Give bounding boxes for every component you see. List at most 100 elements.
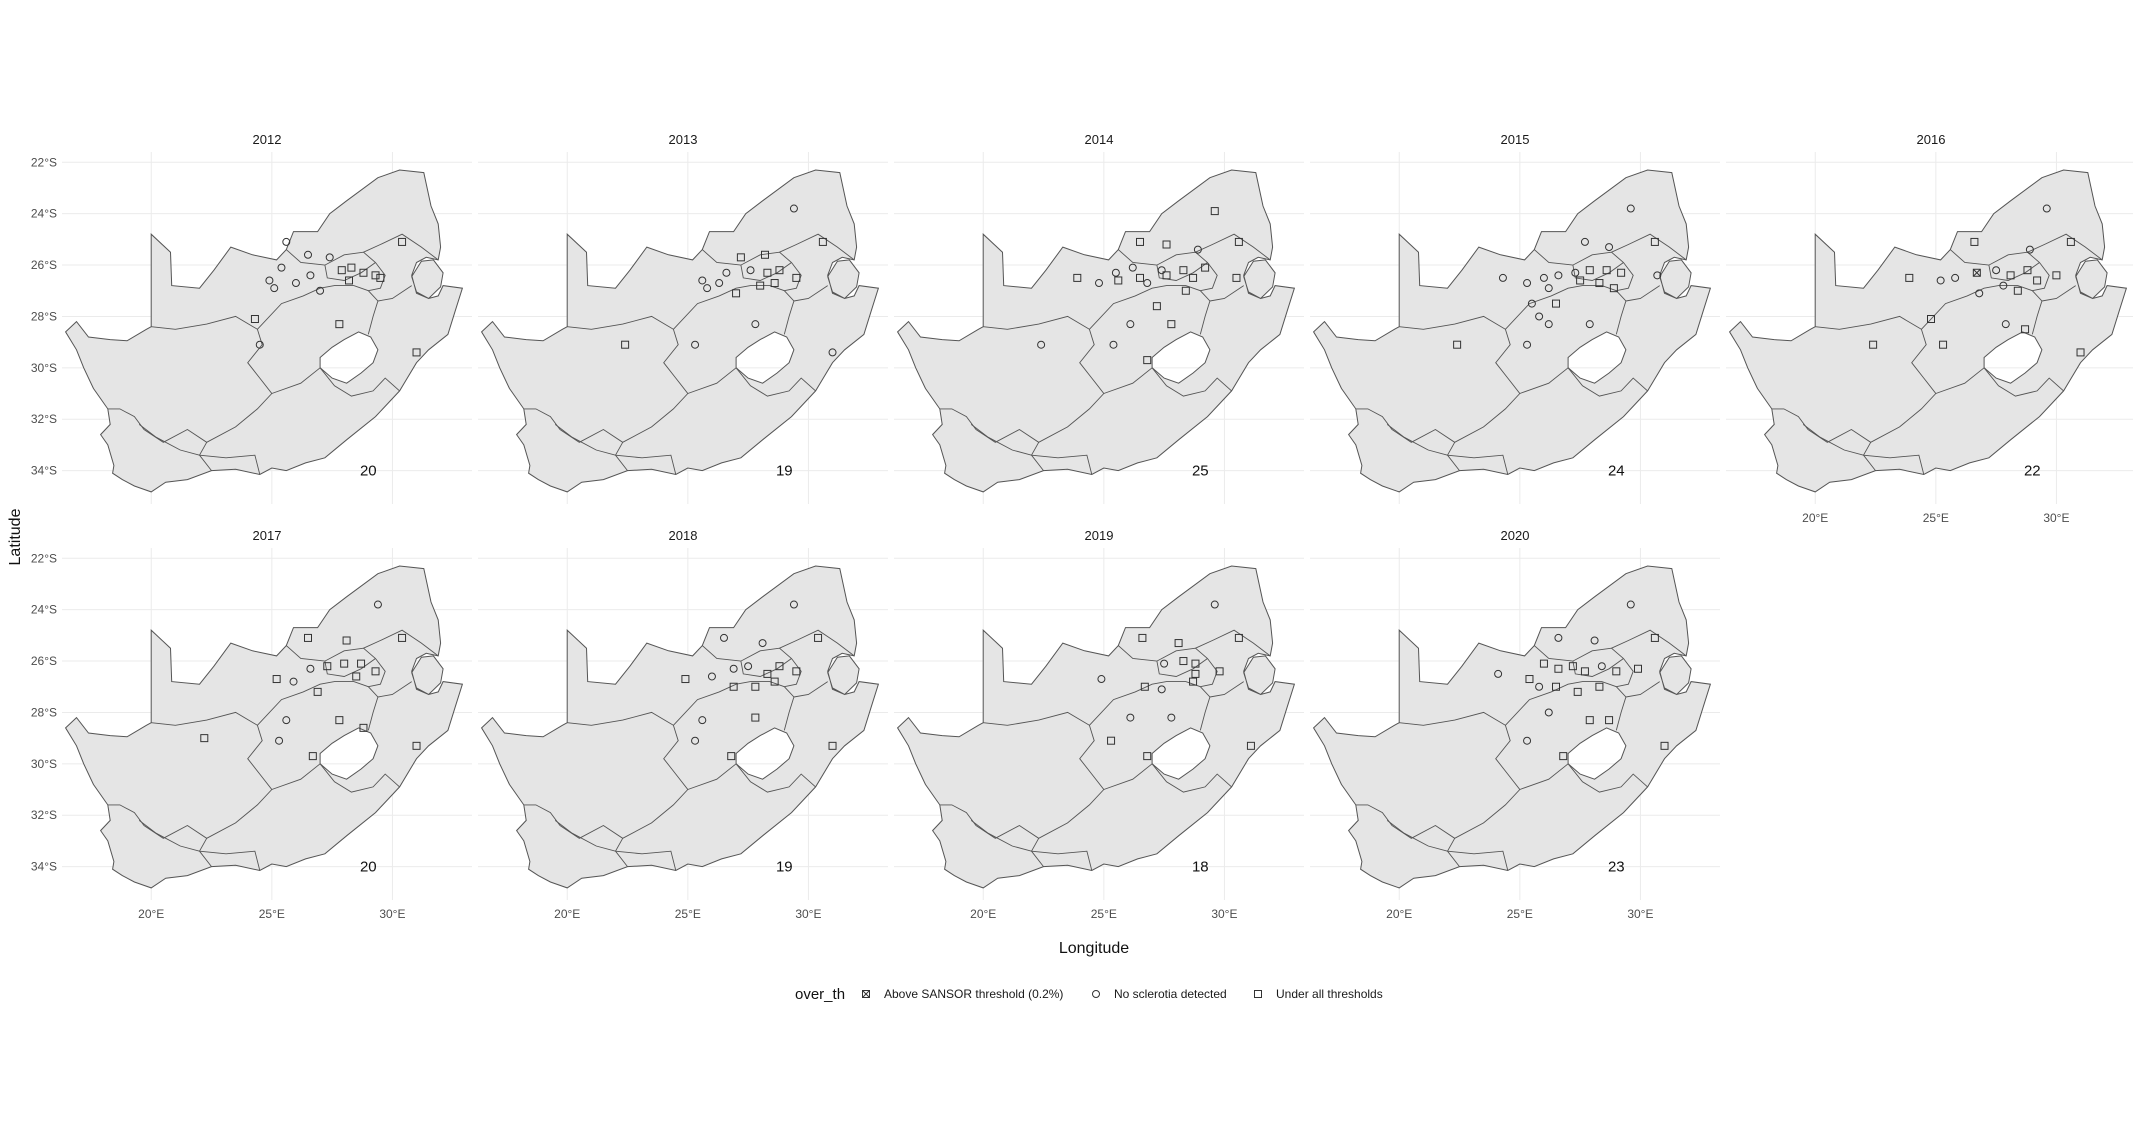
province-boundary [1209, 681, 1244, 698]
x-tick-label: 25°E [1091, 907, 1117, 921]
y-axis-label: Latitude [7, 508, 24, 565]
map-point-none [270, 284, 279, 293]
map-point-under [335, 320, 344, 329]
y-tick-label: 26°S [31, 654, 57, 668]
province-boundary [138, 820, 261, 871]
province-boundary [1505, 681, 1627, 731]
map-point-under [2013, 286, 2022, 295]
map-point-under [1552, 682, 1560, 691]
province-boundary [1151, 763, 1232, 793]
province-boundary [735, 367, 816, 397]
map-point-under [1234, 237, 1243, 246]
map-point-none [1126, 713, 1135, 722]
legend-label-above: Above SANSOR threshold (0.2%) [884, 987, 1063, 1001]
map-point-under [1539, 659, 1548, 668]
map-point-none [2025, 245, 2034, 254]
province-boundary [740, 658, 792, 677]
map-point-none [1585, 320, 1594, 329]
province-boundary [1386, 424, 1509, 475]
map-point-under [376, 273, 385, 282]
province-boundary [363, 233, 439, 261]
south-africa-map [1312, 169, 1712, 493]
map-point-none [1597, 662, 1606, 671]
map-point-under [340, 659, 349, 668]
map-point-under [1568, 662, 1577, 671]
facet-panel-2014: 2014 25 [894, 132, 1304, 504]
map-point-under [727, 752, 736, 761]
facet-panel-2012: 2012 20 22°S 24°S 26°S 28°S 30°S 32°S 34°S [31, 132, 472, 504]
province-boundary [1089, 285, 1211, 335]
x-tick-label: 25°E [1923, 511, 1949, 525]
facet-count-label: 22 [2024, 463, 2041, 480]
map-point-none [1210, 600, 1219, 609]
province-boundary [1519, 763, 1569, 790]
map-point-none [1193, 245, 1202, 254]
map-point-none [1535, 312, 1544, 321]
facet-title: 2014 [1085, 132, 1114, 147]
legend-key-above [862, 990, 870, 998]
province-boundary [687, 367, 737, 394]
map-point-under [818, 237, 827, 246]
map-point-under [1453, 340, 1462, 349]
south-africa-map [480, 565, 880, 889]
map-point-none [1951, 273, 1960, 282]
map-point-under [412, 348, 421, 357]
map-point-under [770, 677, 779, 686]
facet-panel-2019: 2019 18 20°E 25°E 30°E [894, 528, 1304, 921]
province-boundary [271, 367, 321, 394]
map-point-under [2052, 271, 2061, 280]
map-point-none [744, 662, 753, 671]
province-boundary [1103, 763, 1153, 790]
map-point-under [1246, 741, 1255, 750]
map-point-under [1612, 667, 1621, 676]
x-tick-label: 30°E [2043, 511, 2069, 525]
map-point-none [1157, 266, 1166, 275]
map-point-none [1126, 320, 1135, 329]
map-point-under [1595, 279, 1604, 288]
province-boundary [257, 285, 379, 335]
province-boundary [377, 285, 412, 302]
map-point-none [2042, 204, 2051, 213]
province-boundary [740, 262, 792, 281]
map-point-under [1650, 633, 1659, 642]
province-boundary [779, 233, 855, 261]
map-point-none [1999, 281, 2008, 290]
map-point-under [1167, 320, 1176, 329]
map-point-under [1970, 237, 1979, 246]
y-tick-label: 34°S [31, 860, 57, 874]
map-point-none [1167, 713, 1176, 722]
province-boundary [257, 681, 379, 731]
province-boundary [1089, 681, 1211, 731]
map-point-none [1580, 237, 1589, 246]
map-point-none [746, 266, 755, 275]
map-point-none [289, 677, 298, 686]
map-point-under [2023, 266, 2032, 275]
map-point-under [1609, 284, 1618, 293]
map-point-none [1494, 669, 1503, 678]
map-point-under [1191, 669, 1200, 678]
facet-panel-2013: 2013 19 [478, 132, 888, 504]
province-boundary [1802, 424, 1925, 475]
map-point-under [1191, 659, 1200, 668]
map-point-under [1580, 667, 1589, 676]
map-point-none [1539, 273, 1548, 282]
x-tick-label: 20°E [138, 907, 164, 921]
x-tick-label: 25°E [675, 907, 701, 921]
map-point-under [1181, 286, 1190, 295]
map-point-none [1109, 340, 1118, 349]
map-point-under [1179, 266, 1188, 275]
province-boundary [2041, 285, 2076, 302]
province-boundary [1209, 285, 1244, 302]
map-point-under [2033, 276, 2042, 285]
map-point-none [691, 736, 700, 745]
map-point-none [1523, 279, 1532, 288]
facet-count-label: 20 [360, 859, 377, 876]
province-boundary [970, 424, 1093, 475]
y-tick-label: 32°S [31, 412, 57, 426]
y-tick-label: 28°S [31, 309, 57, 323]
map-point-none [789, 600, 798, 609]
map-point-under [763, 268, 772, 277]
y-tick-label: 30°S [31, 757, 57, 771]
map-point-under [250, 315, 259, 324]
